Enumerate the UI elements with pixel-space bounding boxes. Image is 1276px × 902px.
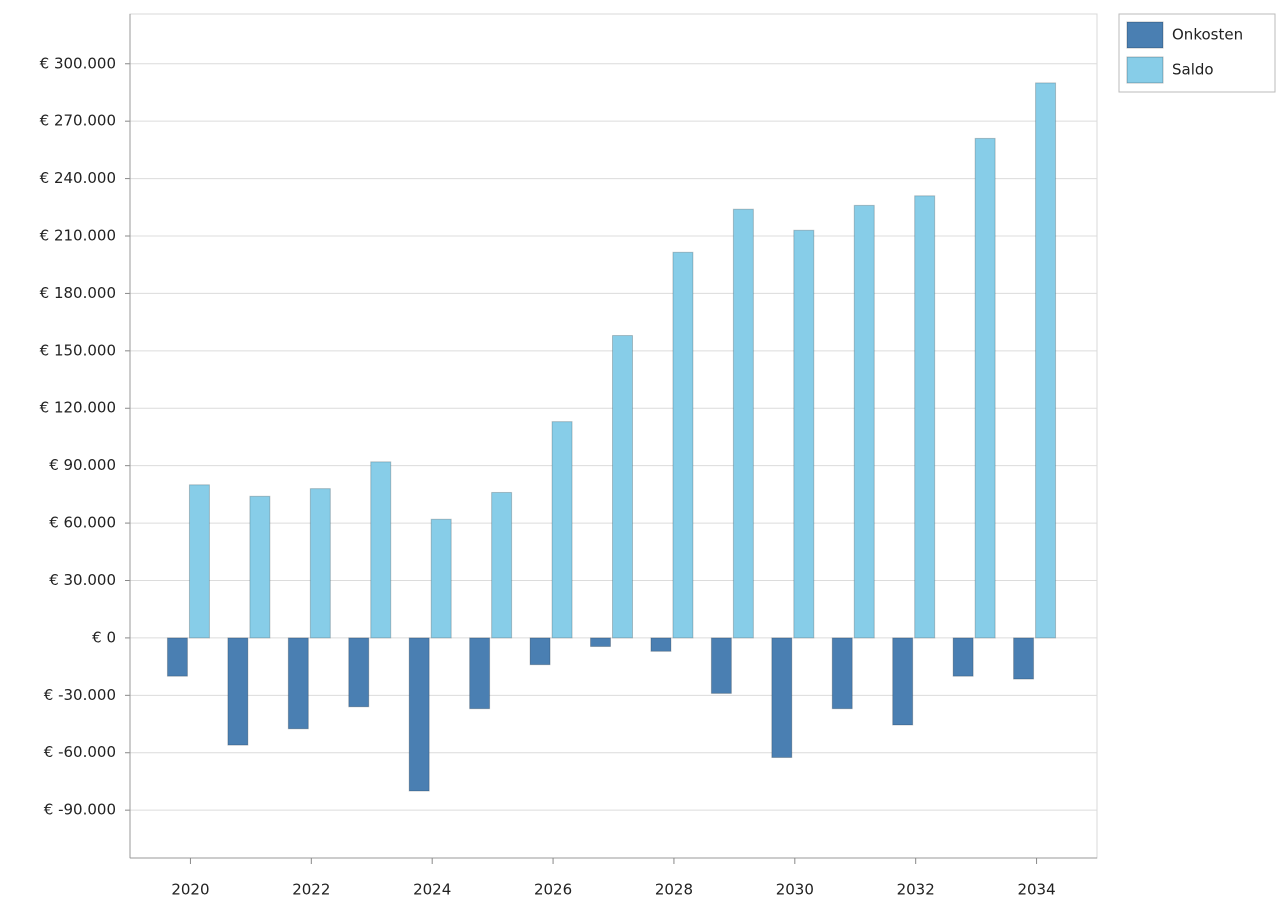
legend-swatch [1126,21,1164,49]
y-tick-label: € 60.000 [49,514,116,532]
x-tick-label: 2034 [1017,881,1055,899]
x-tick-label: 2032 [897,881,935,899]
bar [551,421,573,639]
bar [370,461,392,639]
bar [672,251,694,639]
x-tick-label: 2028 [655,881,693,899]
legend-label: Onkosten [1172,26,1243,44]
y-tick-label: € 270.000 [40,112,116,130]
y-tick-label: € 180.000 [40,284,116,302]
y-tick-label: € -90.000 [44,801,116,819]
bar [408,637,430,792]
bar [1013,637,1035,680]
bar [227,637,249,746]
bar [831,637,853,710]
bar [612,335,633,639]
y-tick-label: € 0 [92,628,116,646]
bar [348,637,370,708]
y-tick-label: € 300.000 [40,54,116,72]
x-tick-label: 2024 [413,881,451,899]
bar [1035,82,1057,639]
bar [309,488,331,639]
bar [732,208,754,639]
y-tick-label: € 120.000 [40,399,116,417]
bar [771,637,793,759]
y-tick-label: € 90.000 [49,456,116,474]
bar [287,637,309,730]
y-tick-label: € 240.000 [40,169,116,187]
bar [650,637,672,652]
x-tick-label: 2026 [534,881,572,899]
legend-swatch [1126,56,1164,84]
bar [793,229,815,639]
bar [710,637,732,694]
y-tick-label: € -30.000 [44,686,116,704]
y-tick-label: € 150.000 [40,341,116,359]
bar [590,637,611,648]
bar [469,637,491,710]
x-tick-label: 2020 [171,881,209,899]
bar [529,637,551,666]
bar [892,637,914,726]
bar [974,137,996,639]
bar [491,491,513,639]
legend-label: Saldo [1172,61,1214,79]
x-tick-label: 2022 [292,881,330,899]
y-tick-label: € 30.000 [49,571,116,589]
bar [853,204,875,639]
bar [952,637,974,677]
x-tick-label: 2030 [776,881,814,899]
bar [188,484,210,639]
bar [914,195,936,639]
bar [249,495,271,639]
bar [166,637,188,677]
y-tick-label: € -60.000 [44,743,116,761]
bar [430,518,452,639]
legend: Onkosten Saldo [1118,13,1276,93]
y-tick-label: € 210.000 [40,227,116,245]
